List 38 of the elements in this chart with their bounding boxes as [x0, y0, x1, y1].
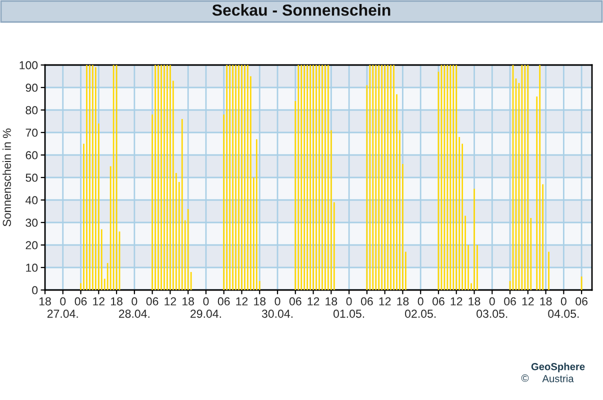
x-tick-label: 18 [397, 297, 409, 306]
x-tick-label: 18 [540, 297, 552, 306]
y-tick-label: 0 [32, 286, 38, 294]
x-tick-label: 12 [164, 297, 176, 306]
x-tick-label: 12 [93, 297, 104, 306]
chart-title: Seckau - Sonnenschein [212, 4, 390, 16]
x-tick-label: 12 [522, 297, 534, 306]
y-tick-label: 100 [20, 61, 38, 70]
x-tick-label: 06 [576, 297, 588, 306]
y-tick-label: 80 [26, 106, 38, 114]
x-tick-label: 06 [218, 297, 230, 306]
x-tick-label: 12 [308, 297, 320, 306]
y-tick-label: 90 [26, 84, 38, 92]
x-tick-label: 06 [74, 297, 87, 306]
x-tick-label: 12 [379, 297, 391, 306]
x-tick-label: 06 [432, 297, 444, 306]
x-tick-label: 12 [236, 297, 248, 306]
x-tick-label: 12 [450, 297, 462, 306]
y-tick-label: 30 [26, 218, 38, 227]
y-tick-label: 10 [26, 264, 38, 272]
x-tick-label: 18 [182, 297, 194, 306]
y-axis-title: Sonnenschein in % [2, 128, 11, 226]
y-tick-label: 20 [26, 241, 38, 250]
x-tick-label: 06 [360, 297, 373, 306]
text: GeoSphere Austria [531, 362, 585, 382]
y-tick-label: 70 [26, 128, 38, 137]
y-tick-label: 50 [26, 174, 38, 182]
y-tick-label: 60 [26, 151, 38, 160]
text: © [521, 374, 529, 382]
x-tick-label: 18 [39, 297, 51, 306]
x-tick-label: 18 [111, 297, 122, 306]
x-tick-label: 06 [146, 297, 158, 306]
x-tick-label: 18 [468, 297, 480, 306]
y-tick-label: 40 [26, 196, 38, 204]
x-tick-label: 06 [289, 297, 302, 306]
x-tick-label: 18 [254, 297, 266, 306]
x-tick-label: 18 [326, 297, 338, 306]
x-tick-label: 06 [504, 297, 516, 306]
